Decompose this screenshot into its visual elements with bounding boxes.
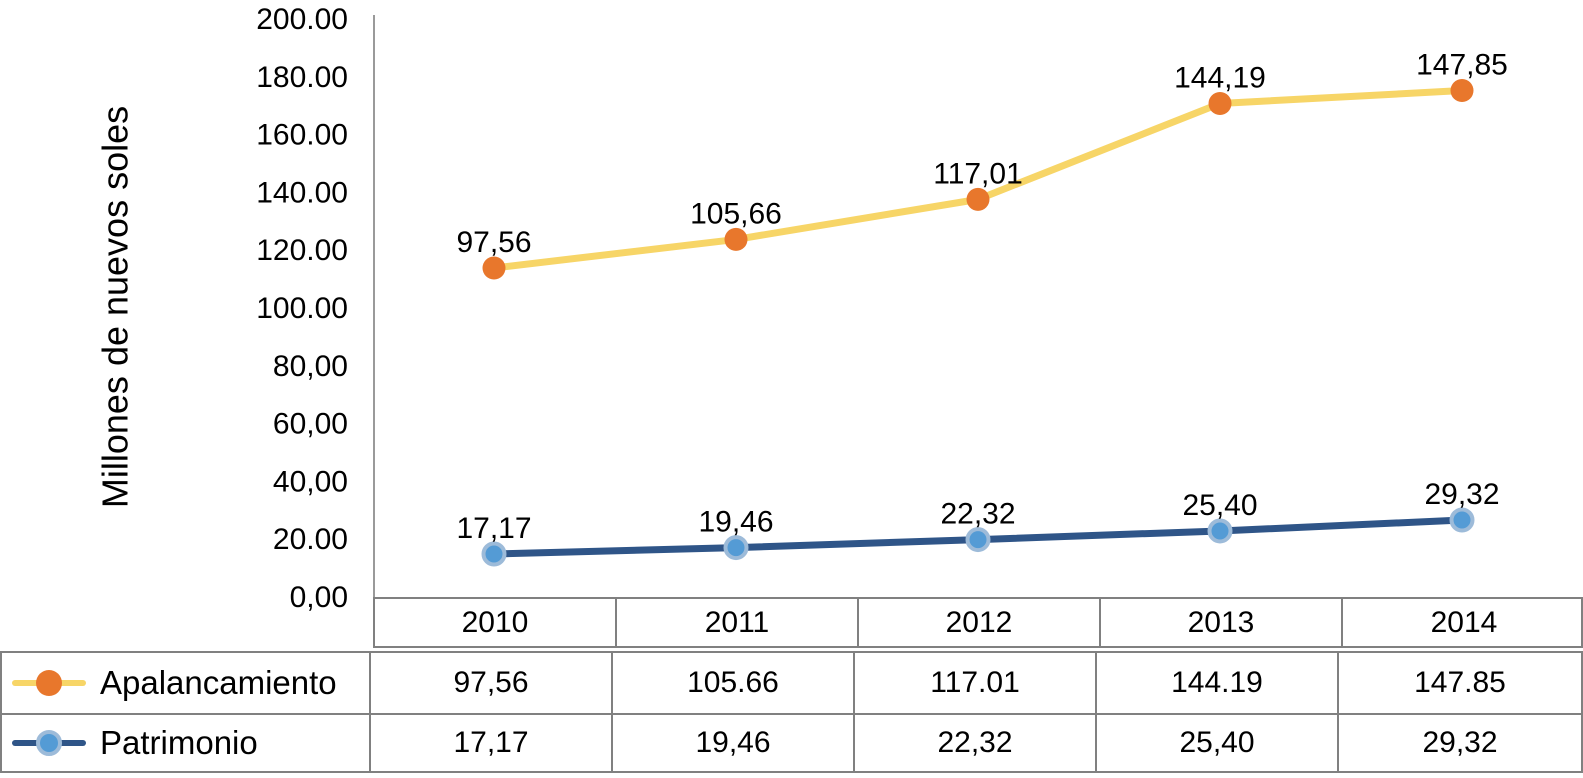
data-point-marker xyxy=(1208,91,1232,115)
marker-dot-icon xyxy=(36,730,62,756)
data-point-marker xyxy=(482,256,506,280)
y-axis-tick-label: 160.00 xyxy=(256,119,348,152)
data-point-marker xyxy=(966,187,990,211)
data-point-label: 117,01 xyxy=(933,157,1023,190)
data-point-label: 105,66 xyxy=(690,197,782,230)
y-axis-title: Millones de nuevos soles xyxy=(95,106,136,508)
table-cell: 17,17 xyxy=(371,715,613,771)
year-header-cell: 2014 xyxy=(1430,605,1498,639)
legend-item-patrimonio: Patrimonio xyxy=(2,715,371,771)
series-swatch xyxy=(12,728,86,758)
y-axis-tick-label: 80,00 xyxy=(273,350,348,383)
data-point-label: 147,85 xyxy=(1416,49,1508,82)
year-header-cell: 2013 xyxy=(1101,599,1343,646)
data-point-label: 97,56 xyxy=(456,226,531,259)
y-axis-tick-label: 180.00 xyxy=(256,61,348,94)
plot-area: 200.00 180.00 160.00 140.00 120.00 100.00 80,0… xyxy=(95,3,1508,614)
data-point-marker xyxy=(965,527,991,553)
table-cell: 147.85 xyxy=(1339,653,1581,715)
data-table: Apalancamiento 97,56 105.66 117.01 144.1… xyxy=(0,651,1583,773)
legend-item-apalancamiento: Apalancamiento xyxy=(2,653,371,715)
table-cell: 22,32 xyxy=(855,715,1097,771)
year-header-cell: 2010 xyxy=(375,599,617,646)
data-point-marker xyxy=(1449,507,1475,533)
table-cell: 25,40 xyxy=(1097,715,1339,771)
year-header-cell: 2011 xyxy=(617,599,859,646)
data-point-label: 144,19 xyxy=(1174,61,1266,94)
data-point-label: 17,17 xyxy=(456,512,531,545)
data-point-label: 29,32 xyxy=(1424,478,1499,511)
table-cell: 117.01 xyxy=(855,653,1097,715)
y-axis-tick-label: 100.00 xyxy=(256,292,348,325)
y-axis-tick-label: 120.00 xyxy=(256,234,348,267)
year-header-cell: 2012 xyxy=(859,599,1101,646)
y-axis-tick-label: 20.00 xyxy=(273,523,348,556)
data-point-marker xyxy=(1450,79,1474,103)
table-cell: 144.19 xyxy=(1097,653,1339,715)
y-axis-tick-label: 40,00 xyxy=(273,465,348,498)
y-axis-tick-label: 200.00 xyxy=(256,3,348,36)
table-cell: 29,32 xyxy=(1422,726,1498,759)
legend-label: Apalancamiento xyxy=(100,664,337,701)
table-cell: 97,56 xyxy=(371,653,613,715)
data-point-marker xyxy=(1207,518,1233,544)
data-point-marker xyxy=(724,227,748,251)
y-axis-tick-label: 140.00 xyxy=(256,176,348,209)
data-point-label: 22,32 xyxy=(940,498,1015,531)
y-axis-tick-label: 0,00 xyxy=(290,581,348,614)
table-cell: 19,46 xyxy=(613,715,855,771)
year-header-row: 2010 2011 2012 2013 2014 xyxy=(373,597,1583,648)
data-point-marker xyxy=(481,541,507,567)
legend-label: Patrimonio xyxy=(100,724,258,761)
data-point-label: 19,46 xyxy=(698,506,773,539)
data-point-label: 25,40 xyxy=(1182,489,1257,522)
y-axis-tick-label: 60,00 xyxy=(273,408,348,441)
marker-dot-icon xyxy=(36,670,62,696)
table-cell: 105.66 xyxy=(613,653,855,715)
data-point-marker xyxy=(723,535,749,561)
series-swatch xyxy=(12,668,86,698)
